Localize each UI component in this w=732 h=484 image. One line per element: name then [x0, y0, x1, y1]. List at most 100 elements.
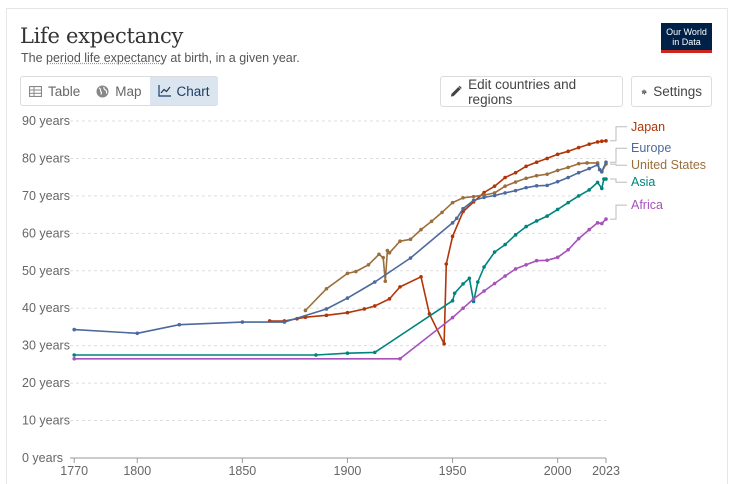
data-point-japan	[595, 140, 600, 144]
data-point-japan	[345, 310, 350, 315]
y-tick-label: 70 years	[22, 189, 70, 203]
data-point-asia	[587, 188, 591, 192]
data-point-united-states	[461, 195, 465, 200]
data-point-united-states	[366, 262, 371, 267]
data-point-europe	[240, 320, 245, 324]
data-point-africa	[566, 248, 570, 252]
legend-connector-asia	[610, 178, 627, 183]
edit-countries-button[interactable]: Edit countries and regions	[440, 76, 623, 107]
legend-connector-europe	[610, 147, 627, 163]
data-point-africa	[555, 255, 560, 260]
data-point-united-states	[385, 248, 390, 253]
data-point-europe	[454, 216, 459, 221]
data-point-japan	[387, 297, 392, 301]
owid-logo[interactable]: Our World in Data	[661, 23, 712, 53]
data-point-japan	[444, 262, 449, 266]
data-point-africa	[471, 297, 476, 301]
data-point-europe	[461, 206, 465, 211]
data-point-united-states	[419, 227, 423, 232]
data-point-europe	[566, 175, 570, 180]
data-point-japan	[566, 149, 570, 154]
data-point-asia	[566, 200, 570, 205]
data-point-africa	[587, 227, 591, 232]
data-point-united-states	[534, 173, 539, 178]
data-point-africa	[524, 262, 528, 267]
data-point-united-states	[429, 219, 434, 224]
data-point-united-states	[576, 161, 581, 166]
data-point-japan	[576, 145, 581, 150]
data-point-united-states	[383, 279, 388, 284]
y-tick-label: 50 years	[22, 264, 70, 278]
data-point-japan	[419, 274, 423, 279]
tab-table[interactable]: Table	[21, 77, 88, 105]
data-point-europe	[408, 256, 413, 260]
data-point-africa	[461, 306, 465, 311]
tab-chart[interactable]: Chart	[149, 77, 218, 105]
logo-line-1: Our World	[666, 27, 707, 37]
y-tick-label: 0 years	[22, 451, 63, 465]
data-point-asia	[345, 351, 350, 355]
data-point-europe	[471, 198, 476, 203]
edit-countries-label: Edit countries and regions	[468, 76, 577, 107]
legend-label-africa: Africa	[631, 198, 663, 212]
subtitle-link[interactable]: period life expectancy	[46, 51, 167, 65]
data-point-japan	[503, 175, 507, 180]
data-point-united-states	[303, 308, 308, 313]
x-tick-label: 1800	[123, 464, 151, 478]
data-point-japan	[513, 170, 518, 175]
data-point-africa	[398, 356, 402, 361]
legend-label-europe: Europe	[631, 141, 671, 155]
legend-connector-japan	[610, 126, 627, 142]
series-line-europe	[74, 161, 607, 335]
data-point-africa	[492, 281, 497, 286]
subtitle-suffix: at birth, in a given year.	[170, 51, 300, 65]
data-point-japan	[524, 164, 528, 169]
data-point-japan	[372, 304, 377, 308]
page-title: Life expectancy	[20, 24, 184, 48]
y-tick-label: 10 years	[22, 414, 70, 428]
data-point-japan	[324, 313, 329, 318]
legend-connector-africa	[610, 204, 627, 220]
data-point-europe	[492, 193, 497, 198]
data-point-europe	[513, 188, 518, 193]
data-point-asia	[524, 224, 528, 229]
data-point-united-states	[387, 251, 392, 255]
data-point-united-states	[450, 200, 455, 205]
settings-button[interactable]: Settings	[631, 76, 712, 107]
data-point-united-states	[354, 269, 358, 274]
data-point-asia	[545, 214, 549, 218]
data-point-africa	[599, 221, 604, 226]
data-point-africa	[545, 258, 549, 263]
y-tick-label: 40 years	[22, 301, 70, 315]
legend-label-asia: Asia	[631, 175, 655, 189]
data-point-japan	[587, 142, 591, 147]
data-point-europe	[534, 183, 539, 188]
x-tick-label: 2023	[592, 464, 620, 478]
data-point-asia	[452, 291, 457, 296]
x-tick-label: 1850	[228, 464, 256, 478]
data-point-united-states	[492, 191, 497, 195]
globe-icon	[96, 85, 109, 97]
tab-map[interactable]: Map	[88, 77, 149, 105]
data-point-united-states	[524, 176, 528, 181]
data-point-europe	[524, 185, 528, 190]
data-point-japan	[534, 160, 539, 164]
data-point-japan	[362, 307, 367, 311]
data-point-united-states	[408, 237, 413, 242]
data-point-japan	[398, 285, 402, 289]
data-point-europe	[576, 170, 581, 175]
data-point-europe	[545, 183, 549, 188]
series-line-africa	[74, 218, 607, 360]
data-point-europe	[345, 296, 350, 300]
data-point-asia	[467, 276, 472, 281]
data-point-japan	[599, 139, 604, 144]
data-point-united-states	[555, 168, 560, 173]
data-point-japan	[450, 234, 455, 239]
data-point-europe	[599, 169, 604, 174]
data-point-asia	[450, 298, 455, 303]
y-tick-label: 30 years	[22, 339, 70, 353]
data-point-europe	[372, 280, 377, 284]
data-point-asia	[604, 177, 608, 181]
data-point-asia	[314, 353, 318, 357]
